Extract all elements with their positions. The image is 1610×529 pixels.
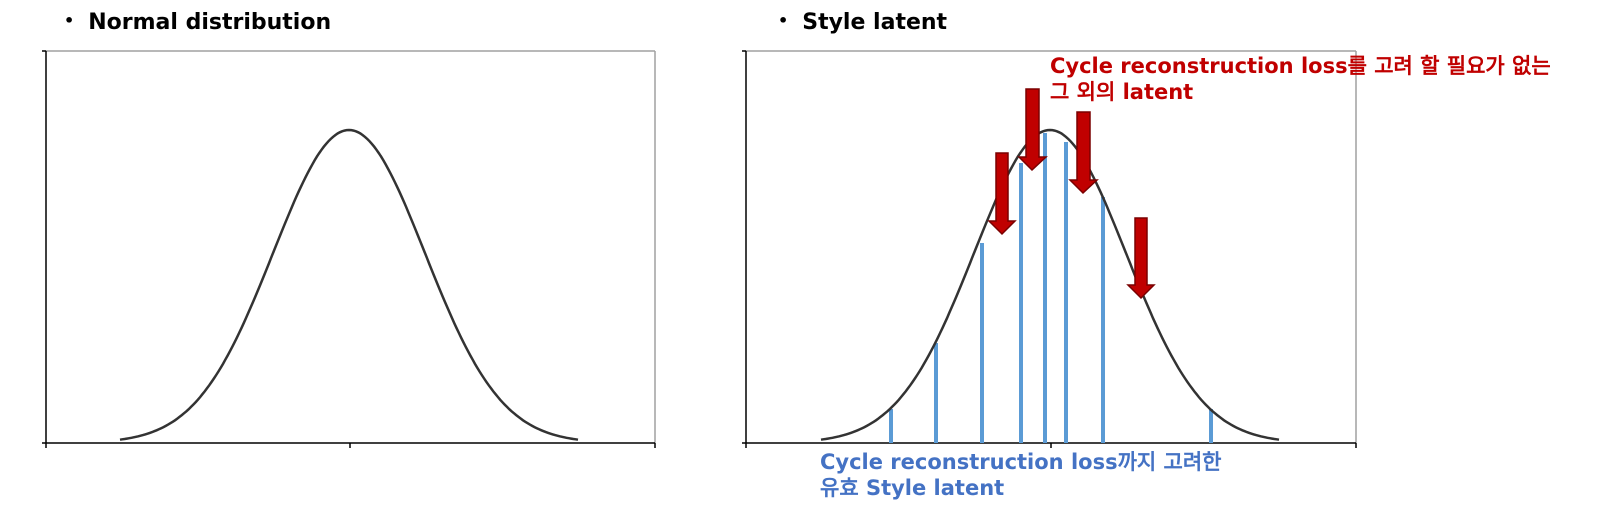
ignored-latent-annotation-line1: Cycle reconstruction loss를 고려 할 필요가 없는 bbox=[1050, 54, 1551, 78]
right-bell-curve bbox=[820, 128, 1280, 441]
ignored-latent-annotation-line2: 그 외의 latent bbox=[1050, 80, 1194, 104]
valid-latent-annotation-line2: 유효 Style latent bbox=[820, 476, 1005, 500]
bullet: • bbox=[64, 11, 75, 30]
right-panel-heading: • Style latent bbox=[778, 10, 947, 35]
ignored-latent-annotation: Cycle reconstruction loss를 고려 할 필요가 없는 그… bbox=[1050, 53, 1551, 105]
valid-latent-annotation-line1: Cycle reconstruction loss까지 고려한 bbox=[820, 450, 1222, 474]
left-panel-title: Normal distribution bbox=[88, 10, 332, 35]
red-down-arrow-icon bbox=[1017, 88, 1048, 172]
red-down-arrow-icon bbox=[987, 152, 1017, 236]
ignored-latent-arrows bbox=[987, 88, 1156, 300]
bullet: • bbox=[778, 11, 789, 30]
red-down-arrow-icon bbox=[1126, 217, 1156, 300]
right-panel-title: Style latent bbox=[802, 10, 948, 35]
right-plot-frame bbox=[742, 50, 1357, 448]
valid-latent-lines bbox=[889, 133, 1213, 443]
left-bell-curve bbox=[119, 128, 579, 441]
left-plot-frame bbox=[42, 50, 656, 448]
valid-latent-annotation: Cycle reconstruction loss까지 고려한 유효 Style… bbox=[820, 449, 1221, 501]
left-panel-heading: • Normal distribution bbox=[64, 10, 331, 35]
red-down-arrow-icon bbox=[1068, 111, 1099, 195]
